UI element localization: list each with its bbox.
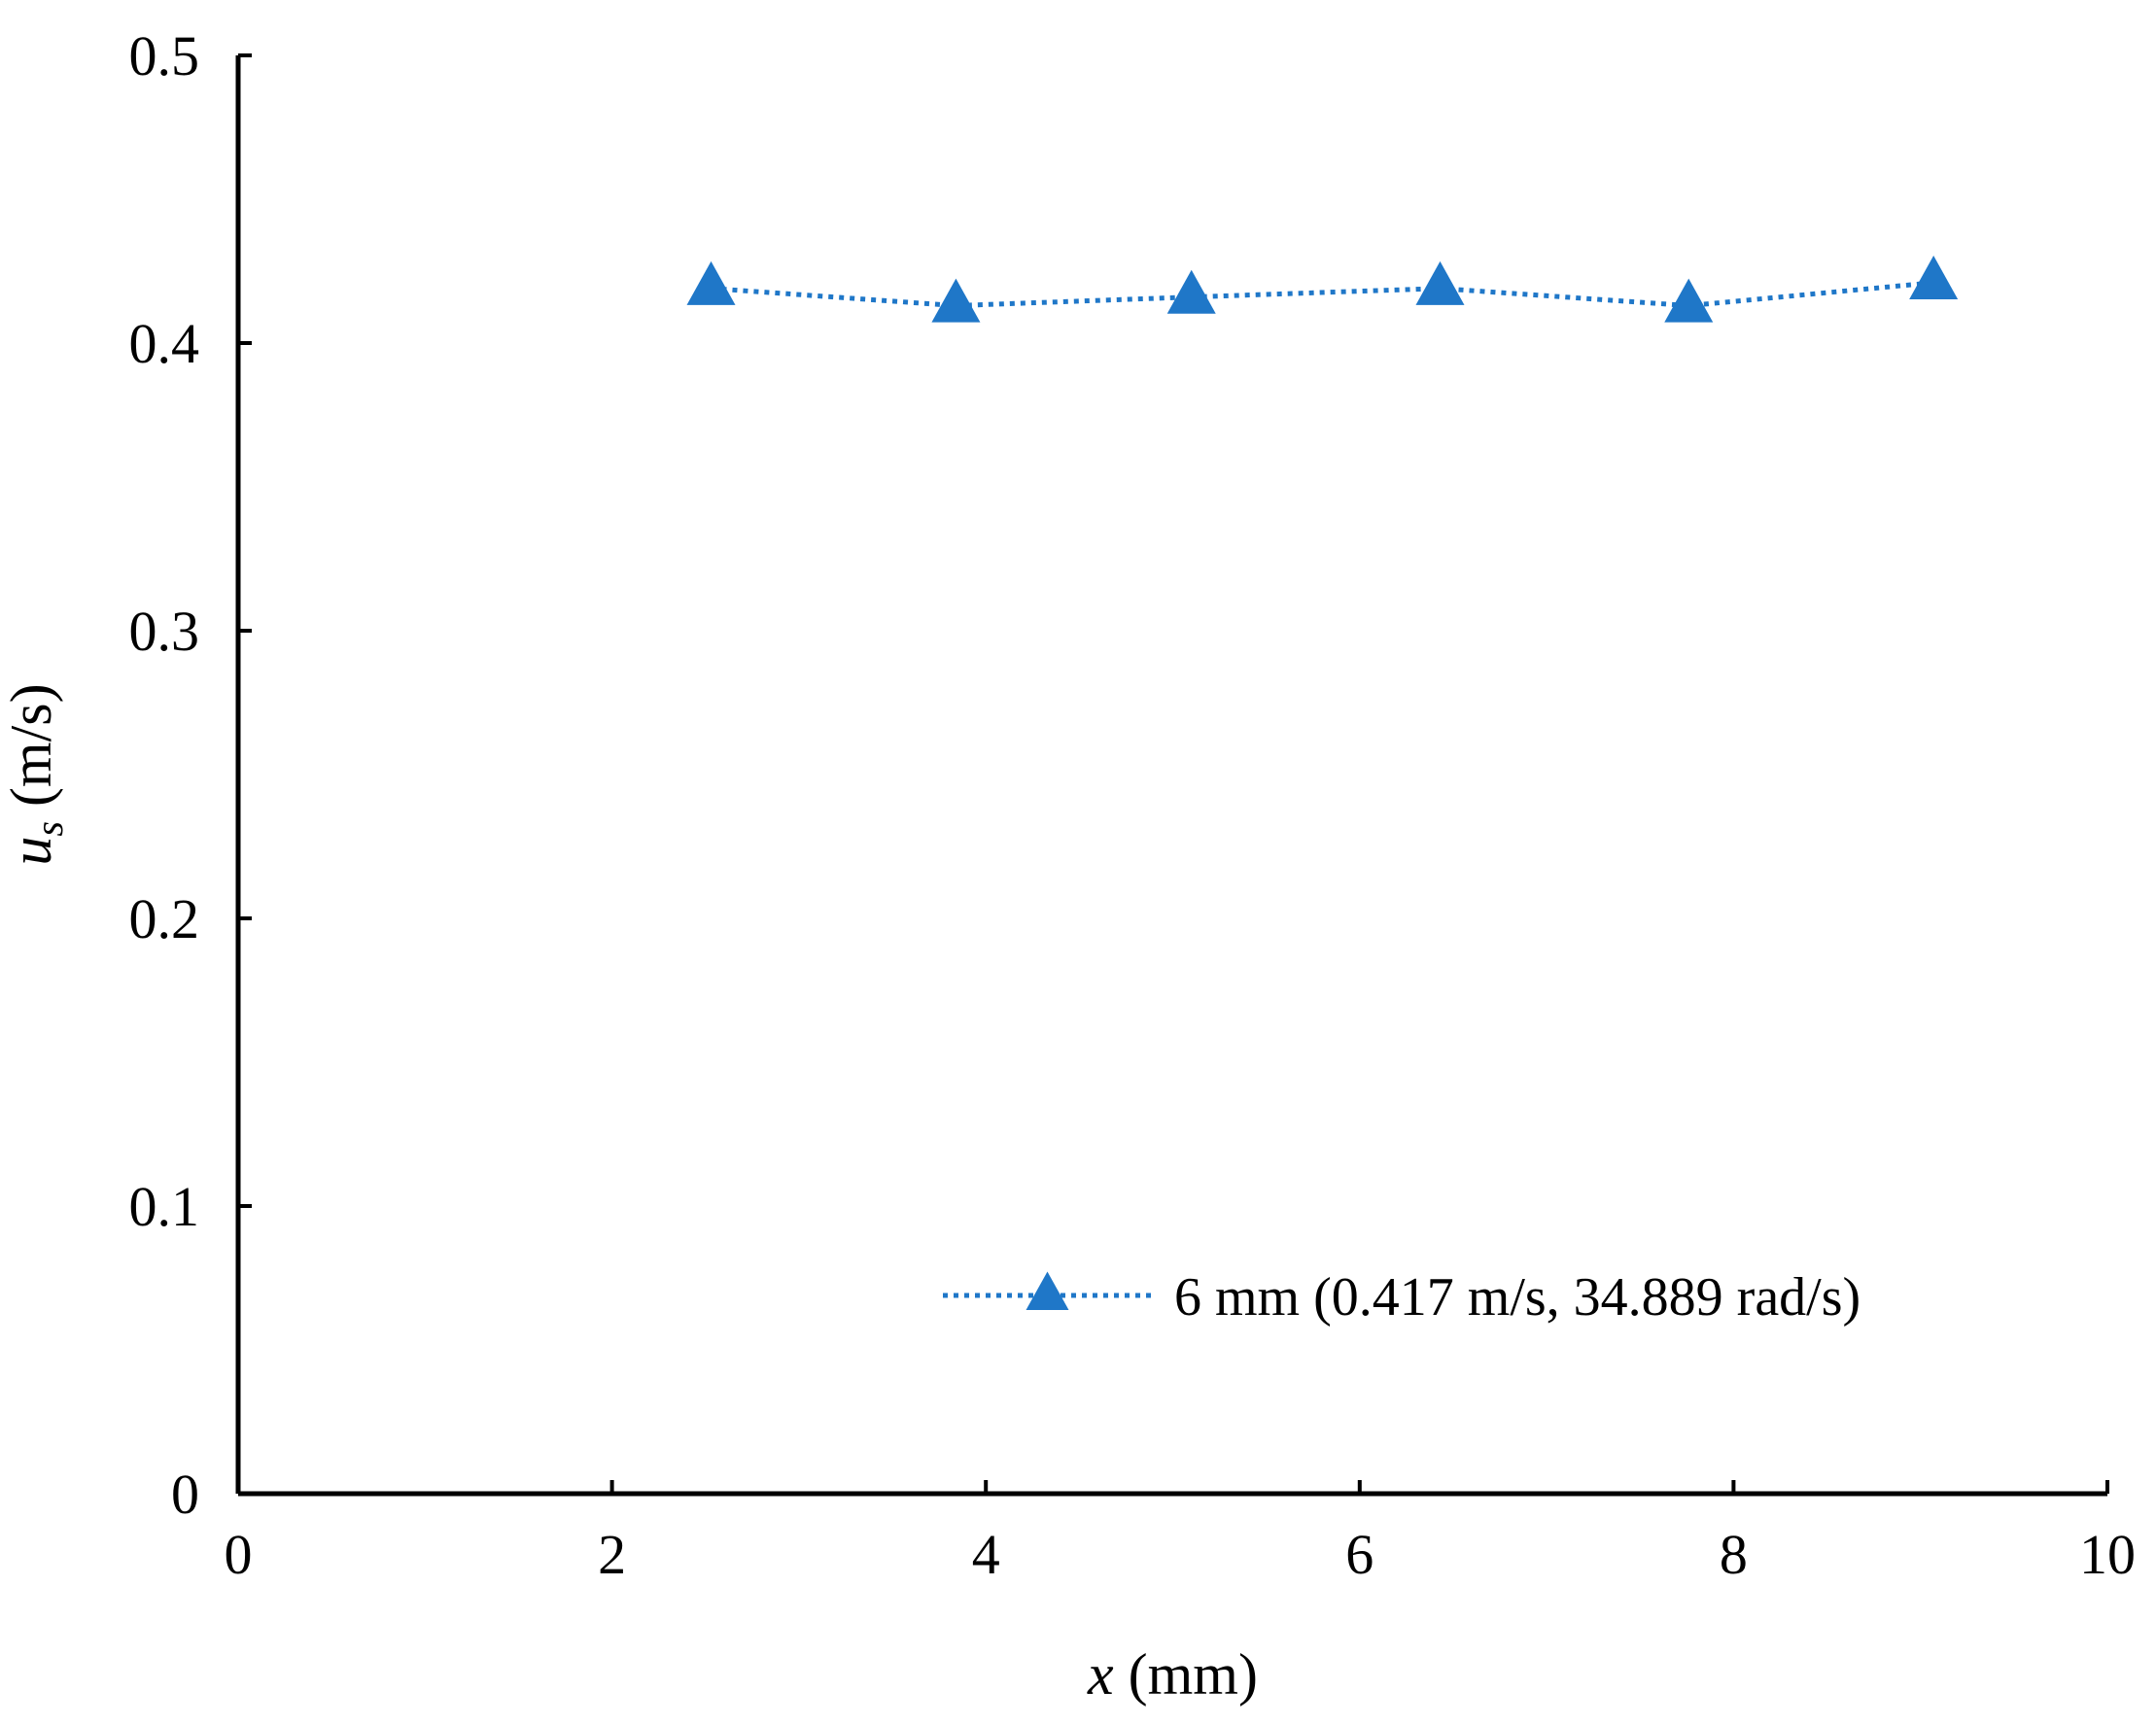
axes <box>235 55 2107 1497</box>
y-tick-label: 0.3 <box>129 600 200 663</box>
y-axis-title: us (m/s) <box>0 683 71 865</box>
data-point-marker <box>1415 260 1465 305</box>
y-tick-label: 0.5 <box>129 24 200 87</box>
axis-titles: x (mm) us (m/s) <box>0 683 1258 1707</box>
series-layer <box>686 255 1959 323</box>
data-point-marker <box>931 278 981 323</box>
y-tick-label: 0 <box>171 1463 199 1526</box>
y-tick-label: 0.4 <box>129 312 200 375</box>
x-axis-title: x (mm) <box>1087 1642 1258 1707</box>
x-tick-label: 4 <box>972 1523 1000 1586</box>
y-axis-title-subscript: s <box>27 821 71 837</box>
x-tick-label: 0 <box>225 1523 253 1586</box>
x-axis-title-variable: x <box>1087 1642 1114 1707</box>
legend-swatch-marker <box>1026 1271 1069 1311</box>
data-point-marker <box>1166 269 1216 314</box>
y-tick-label: 0.1 <box>129 1175 200 1238</box>
data-point-marker <box>686 260 736 305</box>
legend-label: 6 mm (0.417 m/s, 34.889 rad/s) <box>1174 1267 1860 1327</box>
y-axis-title-unit: (m/s) <box>0 683 63 821</box>
x-tick-label: 8 <box>1720 1523 1748 1586</box>
y-axis-title-variable: u <box>0 837 63 866</box>
x-axis-title-unit: (mm) <box>1114 1642 1258 1707</box>
legend: 6 mm (0.417 m/s, 34.889 rad/s) <box>943 1267 1860 1327</box>
y-tick-label: 0.2 <box>129 887 200 950</box>
x-tick-label: 6 <box>1345 1523 1374 1586</box>
series-line <box>711 280 1934 309</box>
axis-ticks: 0 2 4 6 8 10 0 0.1 0.2 0.3 0.4 0.5 <box>129 24 2137 1586</box>
x-tick-label: 2 <box>598 1523 626 1586</box>
data-point-marker <box>1664 278 1714 323</box>
x-tick-label: 10 <box>2079 1523 2136 1586</box>
data-point-marker <box>1909 255 1959 299</box>
